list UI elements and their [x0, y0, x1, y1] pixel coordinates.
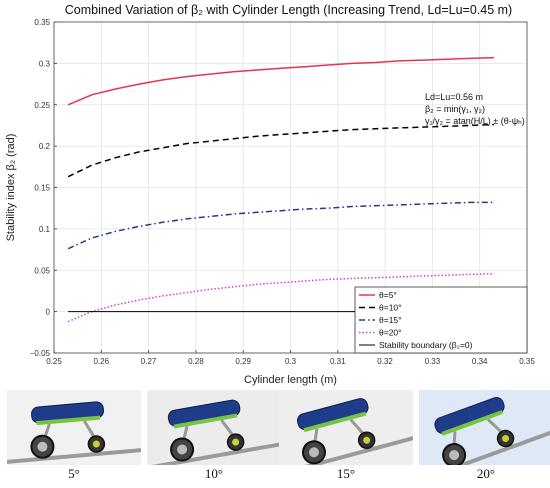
y-tick-label: 0.2	[39, 142, 51, 151]
panel-background	[279, 390, 413, 465]
y-tick-label: 0.35	[34, 18, 50, 27]
robot-illustration	[0, 390, 168, 466]
legend-label-5: Stability boundary (β₂=0)	[379, 340, 473, 350]
y-tick-label: 0.05	[34, 266, 50, 275]
chart-figure: 0.25 0.26 0.27 0.28 0.29 0.3 0.31 0.32 0.33 0.34 0…	[5, 3, 535, 386]
annotation-line-2: β₂ = min(γ₁, γ₂)	[425, 104, 485, 114]
x-tick-label: 0.35	[519, 357, 535, 366]
x-tick-label: 0.29	[235, 357, 251, 366]
panel-background	[147, 390, 281, 465]
x-tick-label: 0.28	[188, 357, 204, 366]
wheel-hub-front	[177, 444, 188, 455]
legend-label-3: θ=15°	[379, 315, 402, 325]
ground-ramp	[128, 437, 307, 474]
robot-illustration	[128, 390, 307, 474]
robot-image-strip: 5° 10° 15° 20°	[0, 390, 550, 488]
robot-illustration	[262, 390, 438, 481]
y-tick-label: 0.1	[39, 225, 51, 234]
ground-ramp	[0, 445, 168, 466]
robot-panel-10	[128, 390, 307, 474]
wheel-hub-rear	[363, 436, 371, 444]
x-tick-label: 0.31	[330, 357, 346, 366]
wheel-hub-front	[37, 441, 48, 452]
x-tick-label: 0.3	[285, 357, 297, 366]
legend-box	[354, 286, 528, 354]
stability-chart: 0.25 0.26 0.27 0.28 0.29 0.3 0.31 0.32 0.33 0.34 0…	[5, 3, 535, 386]
robot-illustration	[404, 390, 550, 488]
chart-title: Combined Variation of β₂ with Cylinder L…	[65, 3, 512, 17]
x-axis-label: Cylinder length (m)	[244, 374, 337, 386]
robot-panel-5	[0, 390, 168, 466]
legend-label-2: θ=10°	[379, 303, 402, 313]
x-tick-label: 0.25	[46, 357, 62, 366]
panel-caption-20: 20°	[476, 466, 496, 481]
y-tick-label: 0.25	[34, 101, 50, 110]
x-tick-label: 0.32	[377, 357, 393, 366]
robot-trim	[303, 411, 367, 433]
robot-trim	[173, 413, 238, 429]
panel-caption-5: 5°	[68, 466, 80, 481]
robot-trim	[441, 410, 503, 436]
series-line-4	[67, 272, 494, 323]
wheel-hub-rear	[92, 440, 100, 448]
wheel-hub-front	[308, 447, 319, 458]
x-tick-label: 0.27	[141, 357, 157, 366]
y-tick-label: −0.05	[30, 349, 51, 358]
wheel-hub-rear	[232, 438, 240, 446]
robot-group	[128, 399, 307, 474]
y-tick-label: 0.15	[34, 184, 50, 193]
x-tick-label: 0.26	[94, 357, 110, 366]
y-tick-label: 0	[46, 308, 51, 317]
series-line-1	[67, 56, 494, 106]
y-axis-label: Stability index β₂ (rad)	[5, 134, 17, 242]
annotation-line-3: γ₁/γ₂ = atan(H/L) ± (θ-ψₕ)	[425, 116, 525, 126]
y-tick-label: 0.3	[39, 59, 51, 68]
robot-panel-15	[262, 390, 438, 481]
series-line-2	[67, 123, 494, 178]
series-line-3	[67, 201, 494, 250]
axes-frame	[53, 21, 528, 354]
x-tick-label: 0.34	[472, 357, 488, 366]
panel-caption-15: 15°	[336, 466, 356, 481]
panel-caption-10: 10°	[204, 466, 224, 481]
robot-trim	[36, 415, 101, 426]
wheel-hub-front	[449, 450, 460, 461]
annotation-line-1: Ld=Lu=0.56 m	[425, 92, 483, 102]
legend-label-1: θ=5°	[379, 290, 397, 300]
x-tick-label: 0.33	[425, 357, 441, 366]
robot-group	[0, 401, 168, 466]
robot-panel-20	[404, 390, 550, 488]
wheel-hub-rear	[502, 434, 510, 442]
legend-label-4: θ=20°	[379, 328, 402, 338]
